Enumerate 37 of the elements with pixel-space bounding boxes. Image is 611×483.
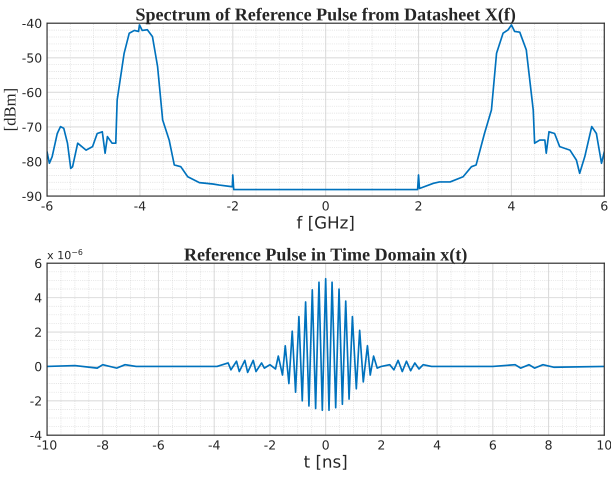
y-tick-label: -40	[22, 18, 42, 28]
x-tick-label: 10	[598, 440, 611, 450]
x-tick-label: -2	[264, 440, 275, 450]
y-tick-label: 6	[35, 258, 42, 268]
y-tick-label: -80	[22, 156, 42, 166]
y-axis-title: [dBm]	[4, 89, 18, 130]
y-tick-label: -2	[30, 396, 41, 406]
x-tick-label: 2	[378, 440, 384, 450]
x-tick-label: 0	[322, 201, 329, 211]
x-tick-label: -8	[97, 440, 108, 450]
x-tick-label: -4	[134, 201, 146, 210]
x-axis-title: f [GHz]	[296, 216, 354, 231]
text: x 10$^{−6}$	[47, 249, 82, 260]
x-tick-label: 6	[490, 440, 496, 450]
x-axis-title: t [ns]	[304, 454, 346, 470]
y-tick-label: -50	[22, 53, 42, 63]
y-tick-label: -4	[30, 430, 42, 440]
x-tick-label: -2	[227, 201, 238, 210]
y-tick-label: -60	[22, 88, 42, 98]
x-tick-label: 4	[434, 440, 440, 450]
x-tick-label: 2	[415, 201, 422, 210]
x-tick-label: -10	[37, 440, 56, 450]
y-tick-label: 4	[34, 293, 42, 302]
y-tick-label: 2	[35, 327, 41, 337]
x-tick-label: 4	[508, 201, 515, 210]
x-tick-label: -4	[208, 440, 220, 450]
x-tick-label: 8	[545, 440, 552, 450]
line-series	[47, 278, 604, 412]
x-tick-label: -6	[152, 440, 164, 450]
chart-title: Reference Pulse in Time Domain x(t)	[184, 248, 467, 264]
x-tick-label: 0	[322, 440, 329, 450]
x-tick-label: 6	[601, 201, 608, 211]
x-tick-label: -6	[41, 201, 52, 211]
chart-title: Spectrum of Reference Pulse from Datasheet X(f)	[136, 8, 516, 24]
y-tick-label: 0	[35, 362, 42, 372]
y-tick-label: -90	[22, 192, 42, 202]
y-tick-label: -70	[22, 122, 42, 132]
